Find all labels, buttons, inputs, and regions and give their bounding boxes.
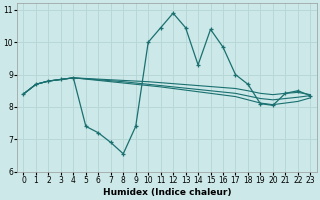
X-axis label: Humidex (Indice chaleur): Humidex (Indice chaleur) <box>103 188 231 197</box>
